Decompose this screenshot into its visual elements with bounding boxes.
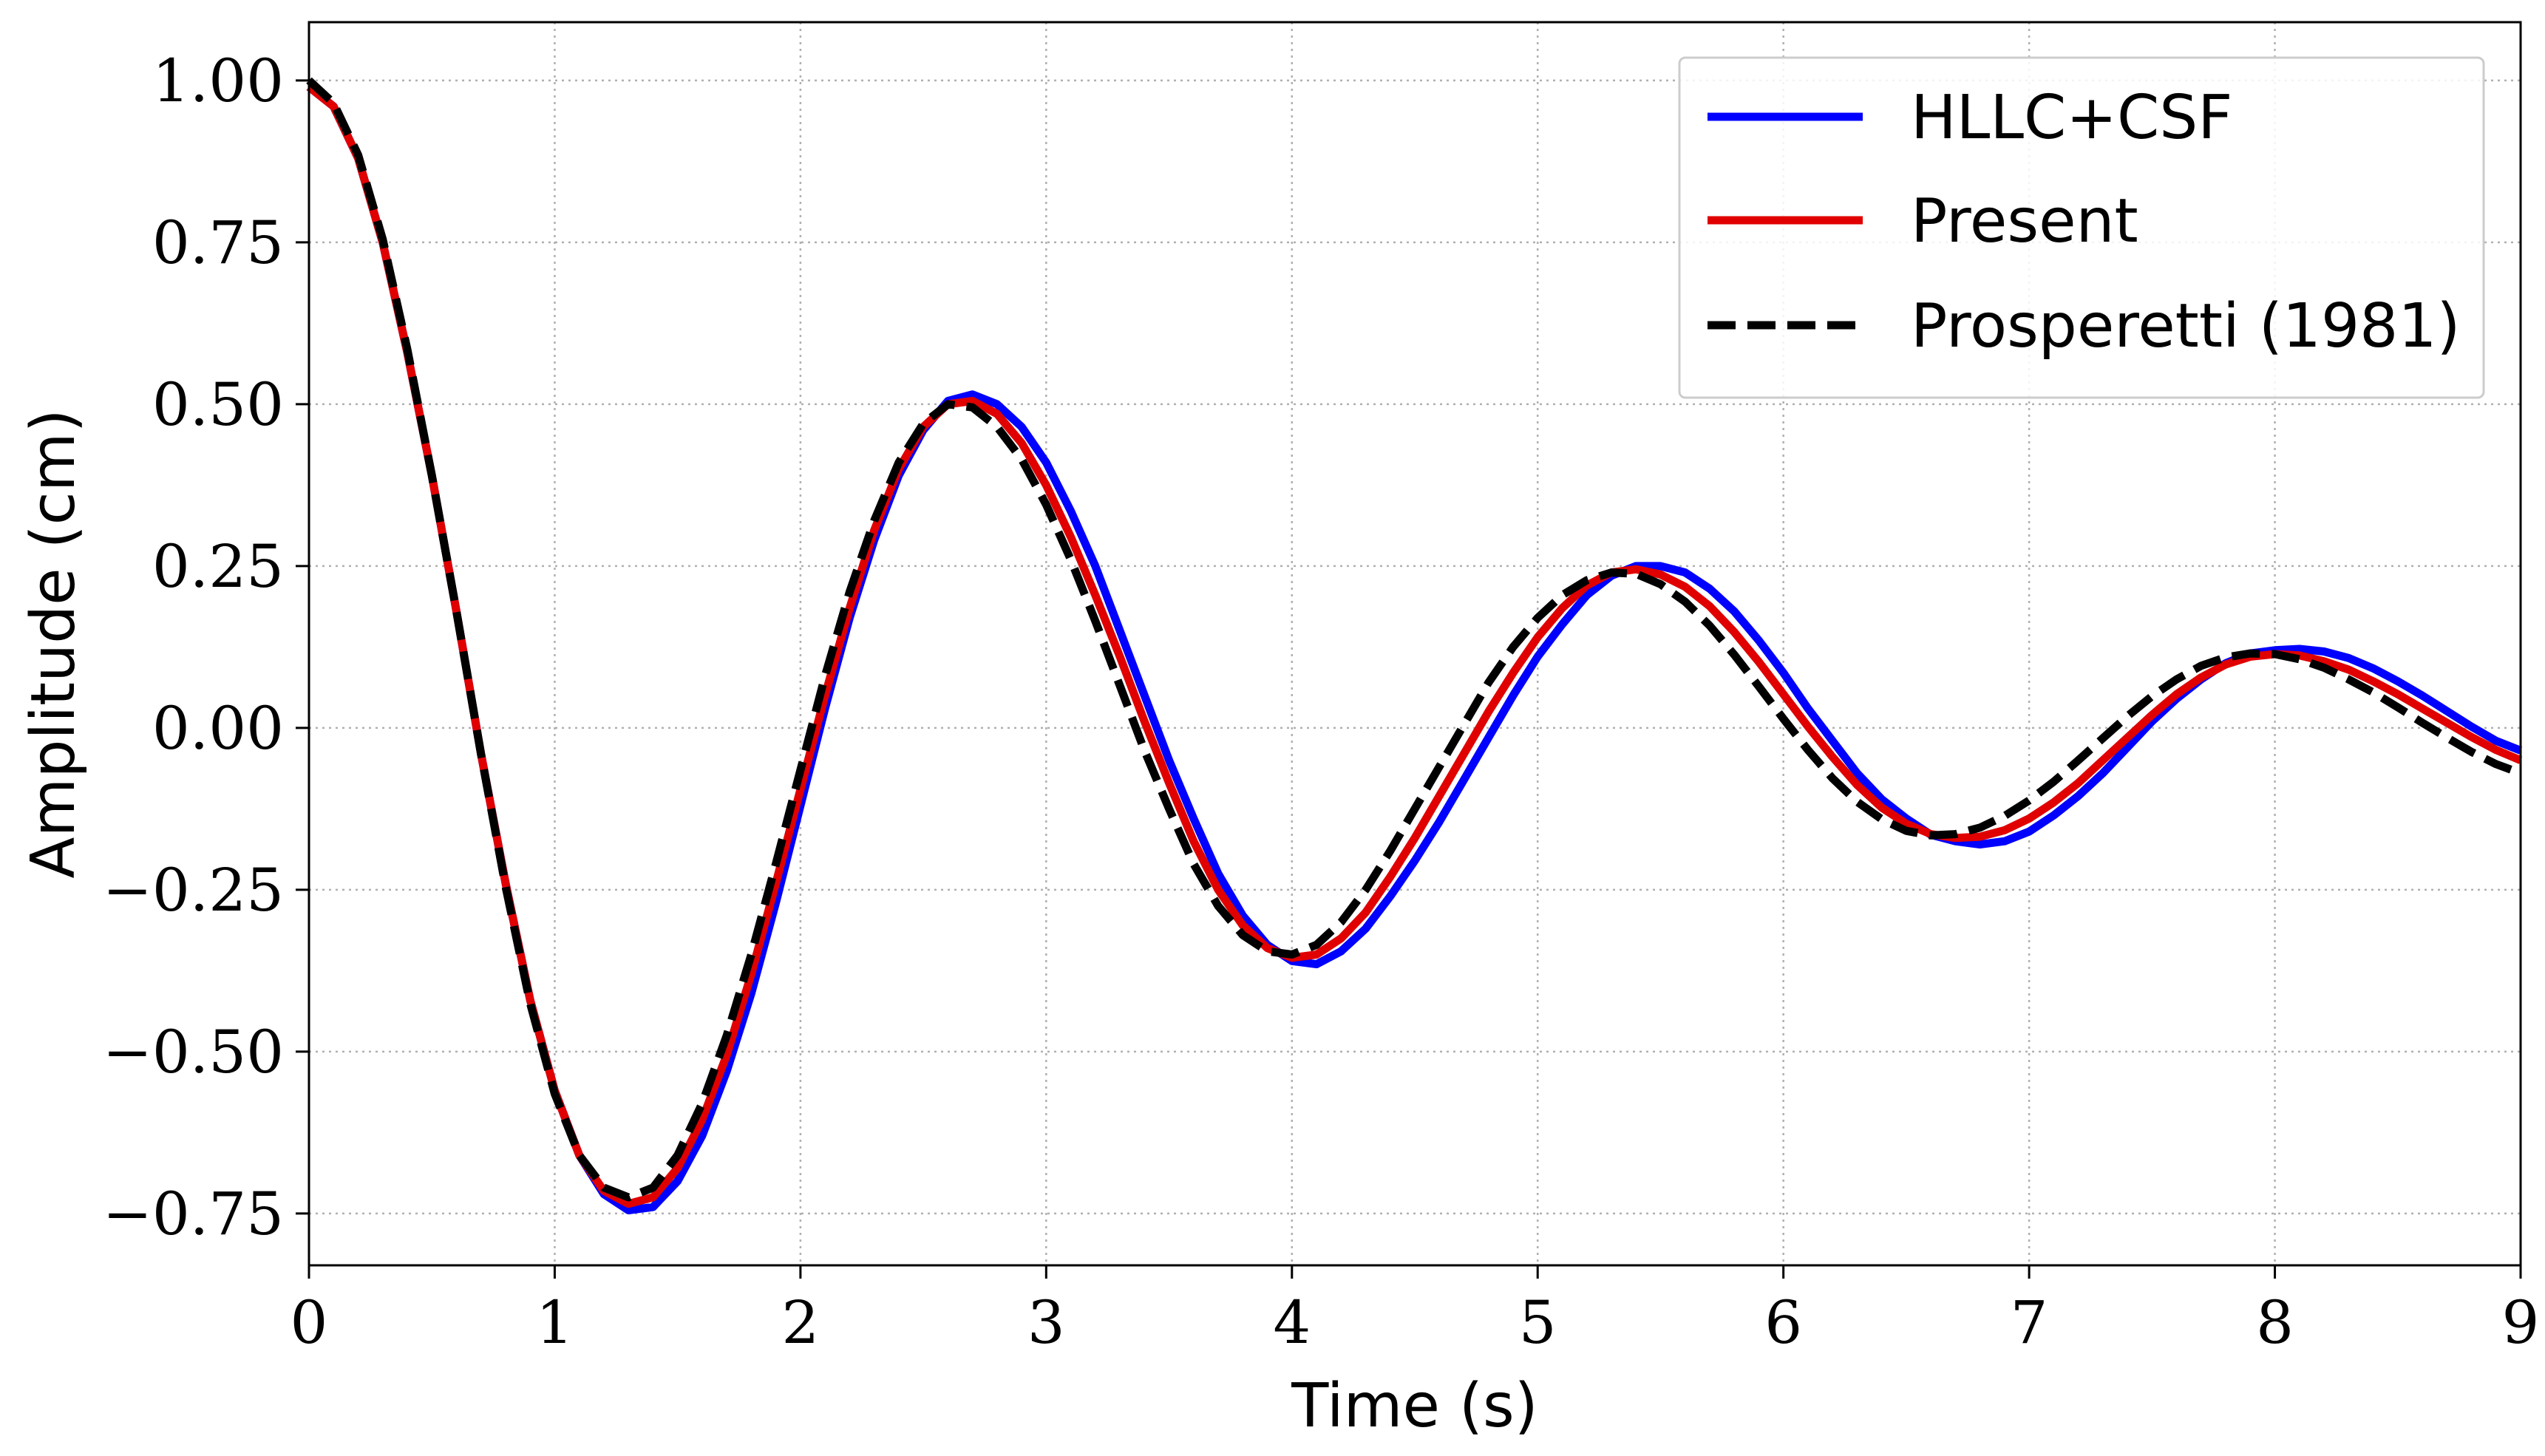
legend-label-0: HLLC+CSF xyxy=(1911,83,2232,153)
y-tick-label: 1.00 xyxy=(152,47,284,115)
x-tick-label: 4 xyxy=(1273,1288,1311,1357)
y-axis-title: Amplitude (cm) xyxy=(18,409,89,878)
y-tick-label: 0.00 xyxy=(152,694,284,763)
x-axis-title: Time (s) xyxy=(1291,1371,1537,1441)
legend-box xyxy=(1678,56,2485,399)
axis-ticks: 0 1 2 3 4 5 6 7 8 9 1.00 0.75 0.50 0.25 0.00 −0.25 −0.50… xyxy=(103,47,2540,1357)
legend-label-2: Prosperetti (1981) xyxy=(1911,291,2461,361)
x-tick-label: 8 xyxy=(2256,1288,2294,1357)
plot-series xyxy=(306,77,2523,1214)
plot-frame xyxy=(307,21,2522,1267)
x-tick-label: 2 xyxy=(781,1288,819,1357)
x-tick-label: 0 xyxy=(290,1288,328,1357)
y-tick-label: −0.50 xyxy=(103,1018,284,1086)
legend-label-1: Present xyxy=(1911,186,2138,256)
legend: HLLC+CSF Present Prosperetti (1981) xyxy=(1678,56,2485,399)
x-tick-label: 5 xyxy=(1519,1288,1557,1357)
series-line-2 xyxy=(306,77,2522,1202)
x-tick-label: 6 xyxy=(1764,1288,1802,1357)
x-tick-label: 7 xyxy=(2011,1288,2048,1357)
series-line-1 xyxy=(306,84,2523,1208)
x-tick-label: 1 xyxy=(536,1288,574,1357)
y-tick-label: −0.25 xyxy=(103,856,284,925)
y-tick-label: 0.50 xyxy=(152,370,284,439)
y-tick-label: 0.25 xyxy=(152,532,284,601)
series-line-0 xyxy=(306,84,2523,1214)
x-tick-label: 3 xyxy=(1027,1288,1065,1357)
y-tick-label: 0.75 xyxy=(152,208,284,277)
x-tick-label: 9 xyxy=(2502,1288,2540,1357)
y-tick-label: −0.75 xyxy=(103,1180,284,1248)
